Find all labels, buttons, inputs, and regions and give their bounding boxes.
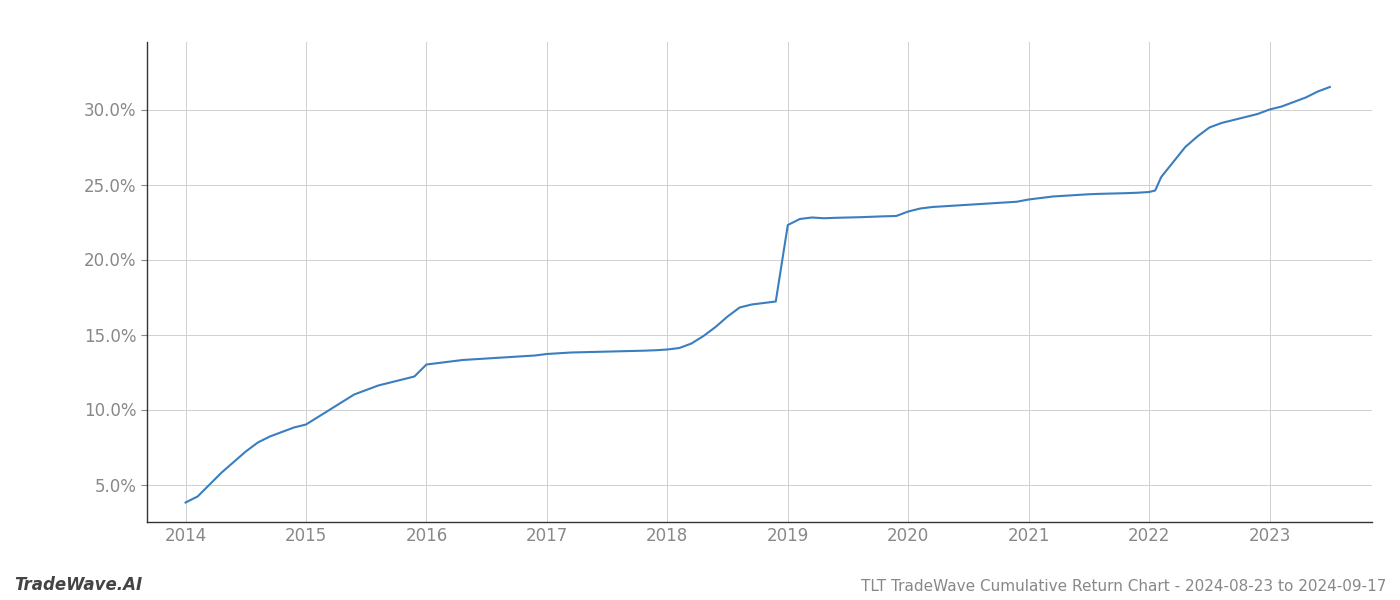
Text: TradeWave.AI: TradeWave.AI xyxy=(14,576,143,594)
Text: TLT TradeWave Cumulative Return Chart - 2024-08-23 to 2024-09-17: TLT TradeWave Cumulative Return Chart - … xyxy=(861,579,1386,594)
